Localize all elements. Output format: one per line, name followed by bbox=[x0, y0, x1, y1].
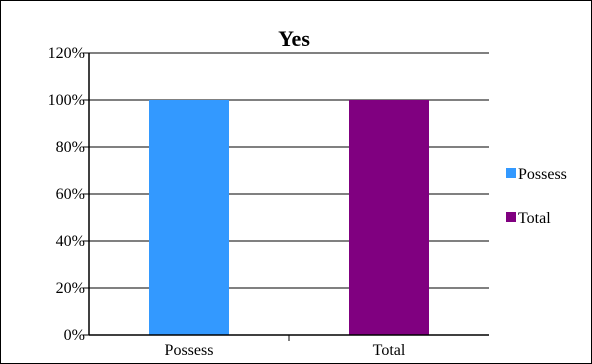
y-tick-labels: 0% 20% 40% 60% 80% 100% 120% bbox=[48, 45, 85, 344]
y-tick-label: 60% bbox=[56, 186, 85, 203]
legend: Possess Total bbox=[506, 166, 567, 227]
x-tick-label: Possess bbox=[165, 342, 214, 359]
y-tick-label: 40% bbox=[56, 233, 85, 250]
y-tick-label: 0% bbox=[64, 327, 85, 344]
chart-title: Yes bbox=[278, 26, 310, 51]
y-tick-label: 80% bbox=[56, 139, 85, 156]
x-tick-label: Total bbox=[373, 342, 406, 359]
x-tick-labels: Possess Total bbox=[165, 342, 406, 359]
bar-total bbox=[349, 100, 429, 335]
legend-label: Possess bbox=[518, 166, 567, 183]
y-tick-label: 120% bbox=[48, 45, 85, 62]
legend-swatch bbox=[506, 168, 516, 178]
y-tick-label: 20% bbox=[56, 280, 85, 297]
legend-label: Total bbox=[518, 210, 551, 227]
bar-possess bbox=[149, 100, 229, 335]
bars bbox=[149, 100, 429, 335]
axes bbox=[88, 53, 489, 336]
y-tick-label: 100% bbox=[48, 92, 85, 109]
legend-swatch bbox=[506, 212, 516, 222]
